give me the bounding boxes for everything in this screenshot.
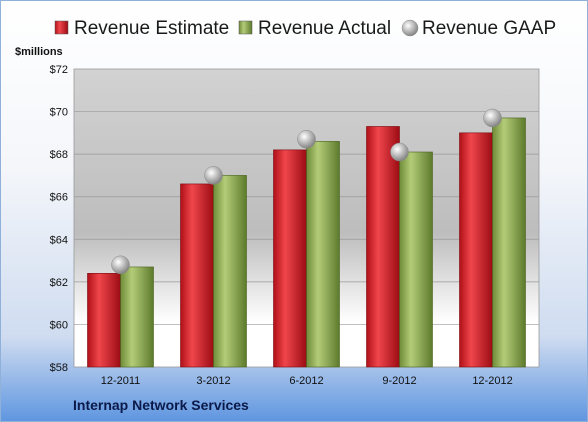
bar-revenue-estimate [180,183,214,368]
y-tick-label: $64 [50,234,68,246]
marker-revenue-gaap [297,129,316,149]
legend-label: Revenue GAAP [422,18,556,39]
bar-revenue-actual [306,141,340,368]
y-tick-label: $72 [50,64,68,76]
bar-revenue-actual [492,117,526,368]
bar-revenue-actual [120,266,154,368]
marker-revenue-gaap [483,108,502,128]
bars [87,117,526,368]
company-name: Internap Network Services [73,397,249,413]
y-axis: $58 $60 $62 $64 $66 $68 $70 $72 [50,64,68,374]
bar-revenue-estimate [273,149,307,368]
legend: Revenue Estimate Revenue Actual Revenue GA… [54,18,556,39]
y-tick-label: $70 [50,107,68,119]
y-tick-label: $58 [50,362,68,374]
legend-swatch [54,20,69,35]
x-tick-label: 3-2012 [196,375,230,387]
y-tick-label: $68 [50,149,68,161]
marker-revenue-gaap [111,255,130,275]
bar-revenue-actual [399,151,433,368]
legend-swatch [238,20,253,35]
x-tick-label: 6-2012 [289,375,323,387]
bar-revenue-actual [213,175,247,368]
legend-label: Revenue Estimate [74,18,229,39]
x-axis: 12-2011 3-2012 6-2012 9-2012 12-2012 [101,375,513,387]
x-tick-label: 12-2012 [472,375,512,387]
legend-swatch [401,19,419,37]
legend-label: Revenue Actual [258,18,391,39]
y-axis-unit-label: $millions [15,46,63,58]
bar-revenue-estimate [459,132,493,368]
y-tick-label: $62 [50,277,68,289]
gaap-markers [111,108,502,275]
y-tick-label: $66 [50,192,68,204]
marker-revenue-gaap [204,166,223,185]
y-tick-label: $60 [50,319,68,331]
x-tick-label: 12-2011 [101,375,141,387]
marker-revenue-gaap [390,142,409,162]
bar-revenue-estimate [366,126,400,368]
bar-revenue-estimate [87,273,121,368]
x-tick-label: 9-2012 [382,375,416,387]
